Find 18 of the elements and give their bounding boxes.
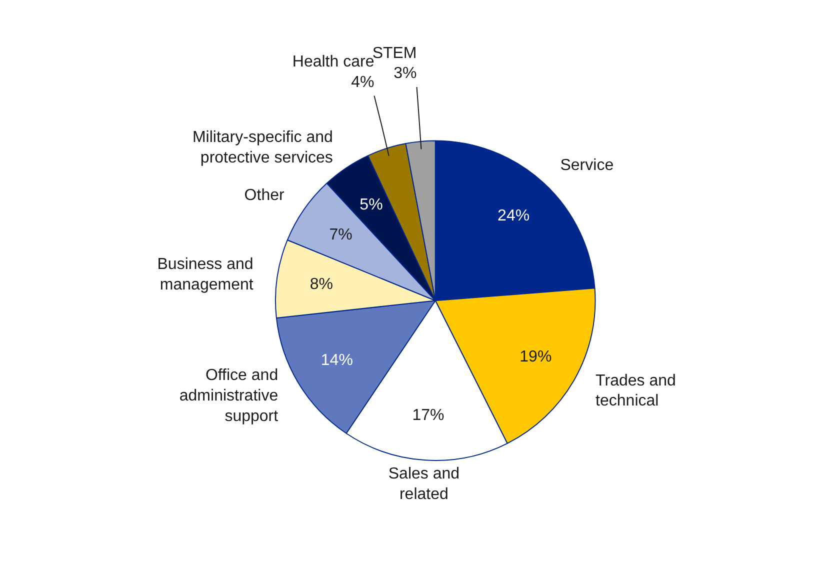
slice-label: Health care [292,54,374,71]
slice-label: Office and administrative support [179,367,279,425]
slice-label: Business and management [157,256,254,294]
data-label: 24% [498,208,530,225]
data-label: 5% [360,196,383,214]
data-label: 17% [412,407,444,424]
slice-label: Service [560,156,614,174]
slice-label: Other [244,187,285,204]
data-label: 8% [310,276,333,294]
slice-label: STEM [372,44,417,62]
slice-label: Military-specific and protective services [192,129,333,166]
slice-label: Trades and technical [596,372,676,410]
slice-label: Sales and related [388,466,460,504]
data-label: 4% [351,74,374,91]
data-label: 19% [520,348,552,366]
data-label: 7% [329,226,352,244]
data-label: 14% [320,352,353,369]
data-label: 3% [394,65,417,82]
